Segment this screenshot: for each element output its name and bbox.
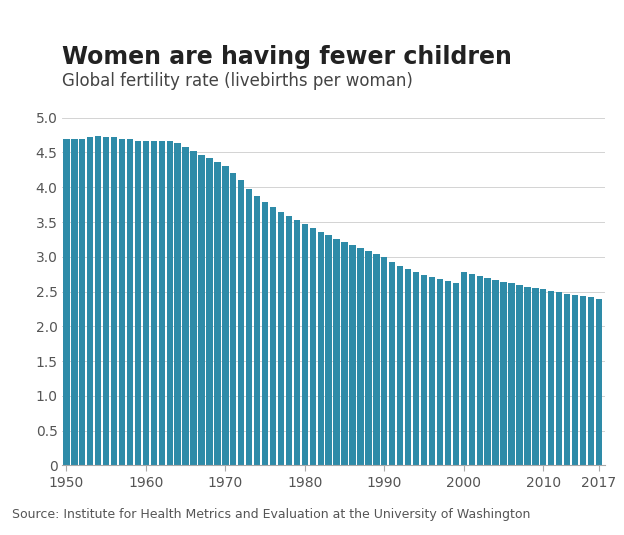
Bar	[405, 269, 411, 465]
Bar	[358, 248, 364, 465]
Bar	[381, 257, 388, 465]
Bar	[389, 262, 396, 465]
Bar	[222, 166, 228, 465]
Bar	[63, 139, 69, 465]
Bar	[127, 139, 133, 465]
Bar	[214, 162, 220, 465]
Bar	[484, 278, 491, 465]
Bar	[294, 220, 300, 465]
Bar	[445, 281, 451, 465]
Bar	[509, 283, 515, 465]
Bar	[333, 239, 340, 465]
Bar	[95, 136, 101, 465]
Bar	[87, 137, 94, 465]
Bar	[103, 137, 109, 465]
Bar	[452, 283, 459, 465]
Bar	[492, 280, 499, 465]
Bar	[437, 279, 443, 465]
Bar	[111, 137, 117, 465]
Bar	[150, 141, 157, 465]
Bar	[341, 242, 348, 465]
Bar	[143, 141, 149, 465]
Bar	[516, 285, 523, 465]
Bar	[71, 139, 77, 465]
Bar	[119, 139, 125, 465]
Text: Source: Institute for Health Metrics and Evaluation at the University of Washing: Source: Institute for Health Metrics and…	[12, 508, 531, 521]
Text: Global fertility rate (livebirths per woman): Global fertility rate (livebirths per wo…	[62, 72, 413, 90]
Bar	[175, 143, 181, 465]
Bar	[278, 212, 284, 465]
Bar	[469, 274, 475, 465]
Bar	[397, 266, 403, 465]
Bar	[548, 291, 554, 465]
Bar	[524, 287, 530, 465]
Bar	[230, 173, 236, 465]
Bar	[588, 297, 594, 465]
Bar	[207, 158, 213, 465]
Bar	[79, 139, 85, 465]
Text: Women are having fewer children: Women are having fewer children	[62, 45, 512, 70]
Bar	[429, 277, 435, 465]
Bar	[413, 272, 419, 465]
Bar	[246, 189, 252, 465]
Bar	[572, 295, 578, 465]
Bar	[190, 151, 197, 465]
Bar	[564, 294, 570, 465]
Bar	[349, 245, 356, 465]
Bar	[477, 276, 483, 465]
Bar	[262, 202, 268, 465]
Bar	[238, 180, 245, 465]
Bar	[301, 224, 308, 465]
Bar	[310, 228, 316, 465]
Bar	[182, 147, 189, 465]
Bar	[135, 141, 141, 465]
Bar	[286, 216, 292, 465]
Bar	[532, 288, 539, 465]
Bar	[270, 207, 276, 465]
Bar	[167, 141, 173, 465]
Bar	[198, 155, 205, 465]
Bar	[373, 254, 379, 465]
Bar	[461, 272, 467, 465]
Bar	[596, 299, 602, 465]
Text: BBC: BBC	[555, 507, 590, 523]
Bar	[556, 292, 562, 465]
Bar	[158, 141, 165, 465]
Bar	[254, 196, 260, 465]
Bar	[500, 282, 507, 465]
Bar	[365, 250, 372, 465]
Bar	[540, 289, 547, 465]
Bar	[580, 296, 586, 465]
Bar	[326, 235, 332, 465]
Bar	[318, 232, 324, 465]
Bar	[421, 275, 427, 465]
